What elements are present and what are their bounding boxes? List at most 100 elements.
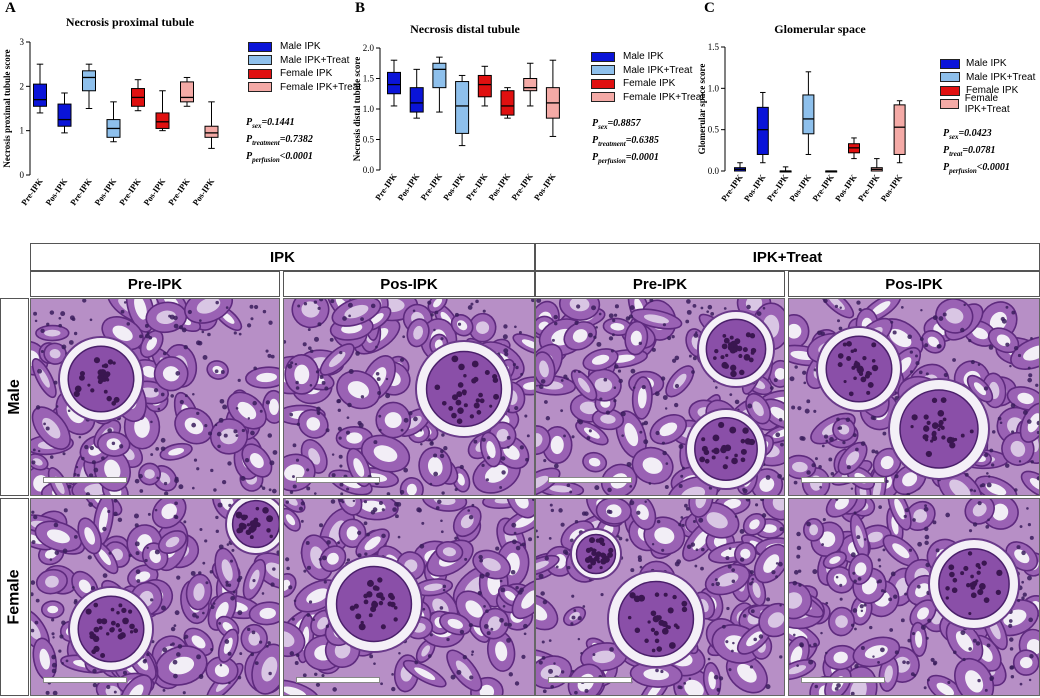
nucleus	[519, 543, 523, 547]
nucleus	[434, 310, 439, 315]
nucleus	[793, 480, 798, 485]
nucleus	[538, 573, 544, 579]
nucleus	[750, 609, 755, 614]
capillary-loop	[478, 392, 483, 398]
nucleus	[566, 565, 571, 570]
chart-title-b: Necrosis distal tubule	[410, 22, 520, 36]
nucleus	[403, 417, 409, 423]
nucleus	[226, 543, 230, 546]
nucleus	[773, 378, 778, 383]
capillary-loop	[117, 633, 124, 640]
nucleus	[986, 472, 989, 475]
nucleus	[294, 661, 299, 665]
nucleus	[163, 491, 169, 495]
legend-c: Male IPK Male IPK+Treat Female IPK Femal…	[940, 57, 1040, 115]
tubule-lumen	[550, 435, 564, 455]
nucleus	[284, 340, 287, 344]
nucleus	[979, 484, 983, 488]
nucleus	[268, 671, 272, 676]
tubule-lumen	[1019, 657, 1033, 669]
nucleus	[113, 511, 118, 517]
nucleus	[544, 400, 548, 404]
nucleus	[321, 380, 326, 385]
nucleus	[693, 333, 699, 338]
scale-bar	[43, 677, 127, 683]
nucleus	[213, 602, 216, 605]
nucleus	[771, 570, 776, 575]
capillary-loop	[434, 384, 441, 391]
tubule-lumen	[536, 433, 543, 448]
nucleus	[412, 309, 416, 312]
nucleus	[373, 440, 378, 445]
nucleus	[67, 409, 71, 413]
nucleus	[233, 331, 237, 335]
nucleus	[563, 434, 566, 438]
capillary-loop	[349, 605, 356, 611]
capillary-loop	[249, 535, 254, 540]
col-header-pos-ipk-1: Pos-IPK	[283, 271, 535, 297]
capillary-loop	[595, 538, 601, 543]
x-tick-label: Pos-IPK	[43, 176, 69, 207]
nucleus	[391, 686, 396, 692]
nucleus	[680, 516, 684, 519]
nucleus	[834, 686, 839, 691]
capillary-loop	[976, 570, 981, 575]
nucleus	[698, 517, 704, 523]
capillary-loop	[725, 353, 729, 358]
nucleus	[399, 357, 405, 362]
nucleus	[428, 438, 431, 441]
nucleus	[515, 365, 519, 370]
nucleus	[746, 304, 751, 310]
tubule-lumen	[421, 645, 431, 657]
nucleus	[586, 436, 591, 440]
nucleus	[138, 473, 143, 479]
nucleus	[707, 657, 711, 661]
nucleus	[541, 655, 546, 660]
nucleus	[178, 484, 184, 490]
nucleus	[348, 314, 351, 318]
nucleus	[303, 302, 308, 306]
capillary-loop	[363, 599, 369, 605]
nucleus	[196, 467, 200, 471]
nucleus	[101, 456, 105, 461]
nucleus	[880, 647, 885, 653]
nucleus	[427, 654, 432, 658]
capillary-loop	[846, 340, 852, 347]
nucleus	[890, 320, 894, 324]
capillary-loop	[106, 395, 112, 402]
nucleus	[183, 345, 188, 350]
tubule-lumen	[496, 428, 509, 442]
tubule-lumen	[32, 458, 43, 466]
nucleus	[977, 501, 982, 506]
tubule-lumen	[98, 507, 109, 533]
x-tick-label: Pre-IPK	[68, 176, 94, 207]
capillary-loop	[948, 564, 955, 571]
capillary-loop	[448, 406, 454, 411]
nucleus	[40, 350, 44, 354]
x-tick-label: Pre-IPK	[856, 172, 882, 203]
nucleus	[182, 691, 186, 695]
tubule-lumen	[752, 582, 761, 598]
nucleus	[548, 639, 552, 642]
nucleus	[468, 623, 473, 628]
capillary-loop	[369, 579, 373, 584]
nucleus	[321, 555, 327, 561]
nucleus	[691, 370, 695, 374]
nucleus	[553, 662, 556, 665]
nucleus	[511, 539, 517, 545]
nucleus	[483, 623, 489, 629]
nucleus	[906, 492, 911, 495]
nucleus	[146, 331, 150, 335]
tubule-lumen	[495, 641, 508, 662]
nucleus	[853, 579, 857, 584]
capillary-loop	[393, 617, 398, 622]
nucleus	[620, 411, 626, 417]
tubule-lumen	[659, 422, 678, 437]
tubule-lumen	[536, 475, 549, 490]
nucleus	[120, 309, 125, 314]
nucleus	[916, 584, 921, 589]
nucleus	[128, 554, 132, 558]
capillary-loop	[937, 409, 945, 417]
nucleus	[745, 499, 751, 502]
nucleus	[1018, 460, 1022, 463]
